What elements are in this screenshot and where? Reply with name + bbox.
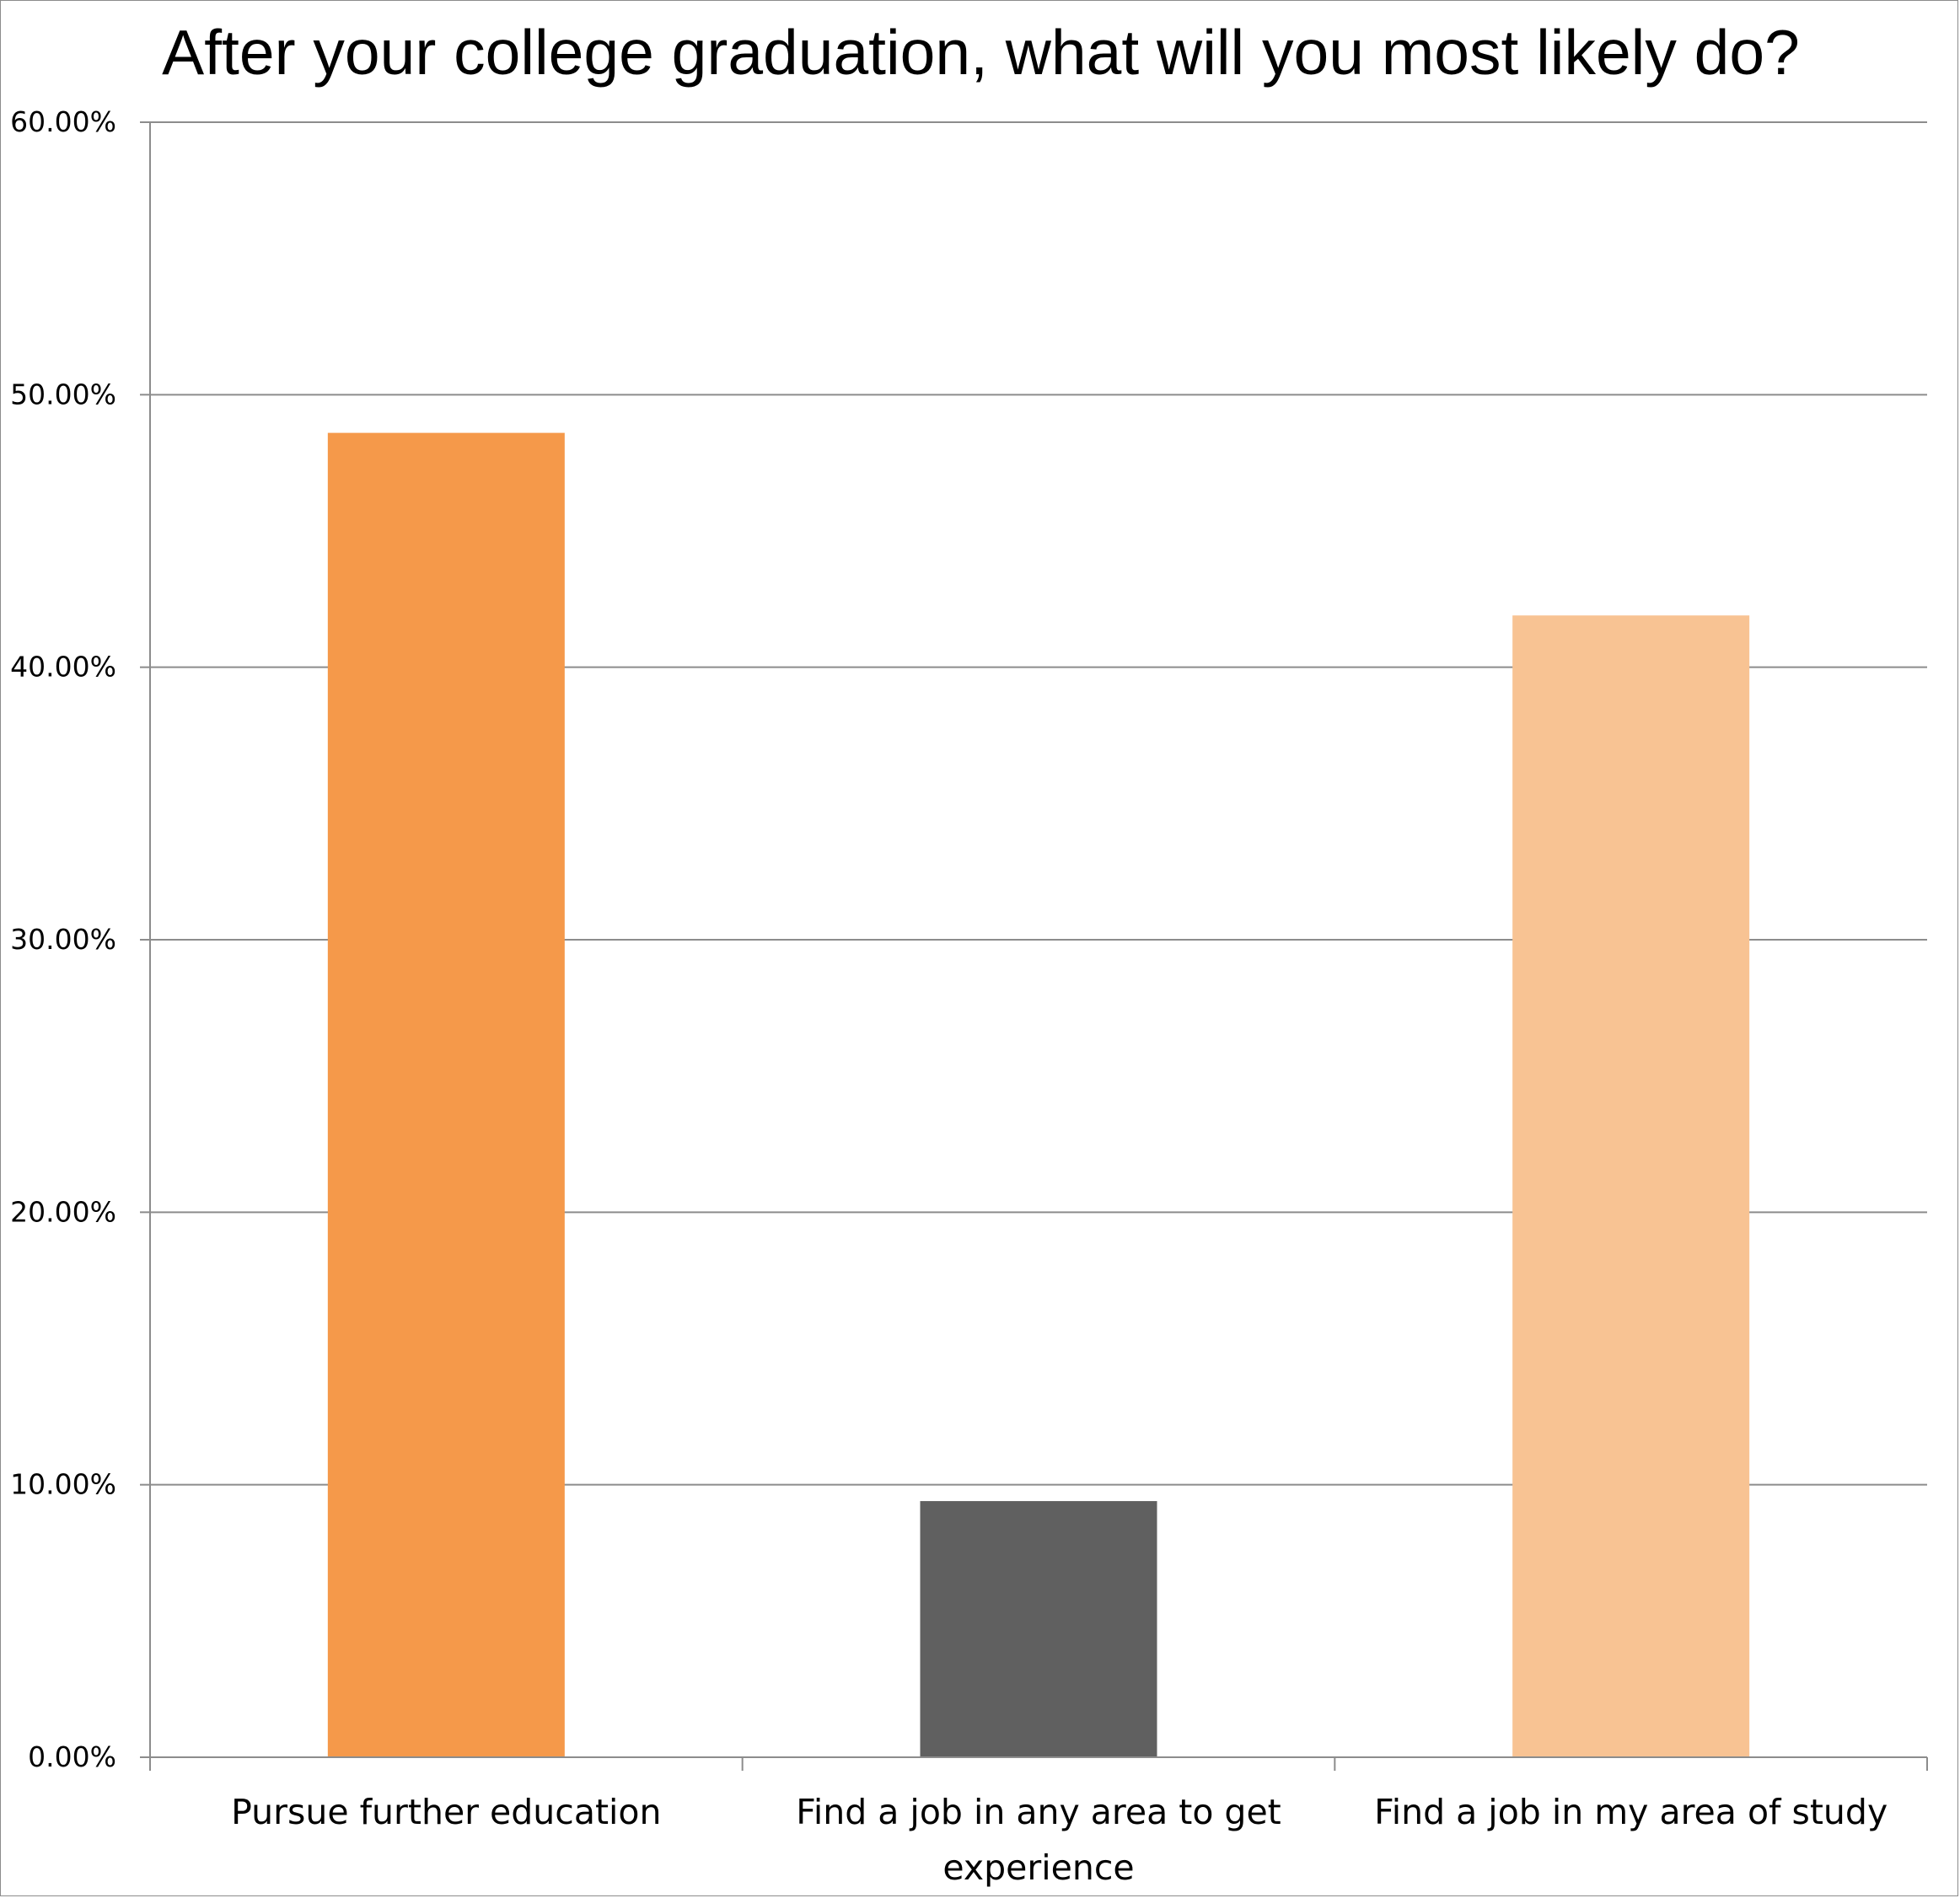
y-tick-label: 10.00% [10, 1468, 116, 1501]
x-category-label: Find a job in any area to get experience [796, 1792, 1281, 1888]
y-tick-label: 30.00% [10, 923, 116, 956]
y-tick-label: 50.00% [10, 378, 116, 410]
chart-title: After your college graduation, what will… [162, 17, 1800, 88]
axes [140, 121, 1928, 1771]
bar [327, 432, 565, 1757]
x-category-label: Pursue further education [231, 1792, 661, 1832]
x-category-label: Find a job in my area of study [1374, 1792, 1888, 1832]
y-tick-label: 20.00% [10, 1195, 116, 1228]
y-tick-label: 0.00% [28, 1740, 116, 1773]
y-tick-label: 40.00% [10, 651, 116, 684]
y-tick-label: 60.00% [10, 105, 116, 138]
bar [920, 1501, 1157, 1757]
bars [327, 432, 1750, 1757]
tick-labels: 0.00% 10.00% 20.00% 30.00% 40.00% 50.00% 60.00… [10, 105, 1888, 1888]
bar [1512, 615, 1750, 1757]
